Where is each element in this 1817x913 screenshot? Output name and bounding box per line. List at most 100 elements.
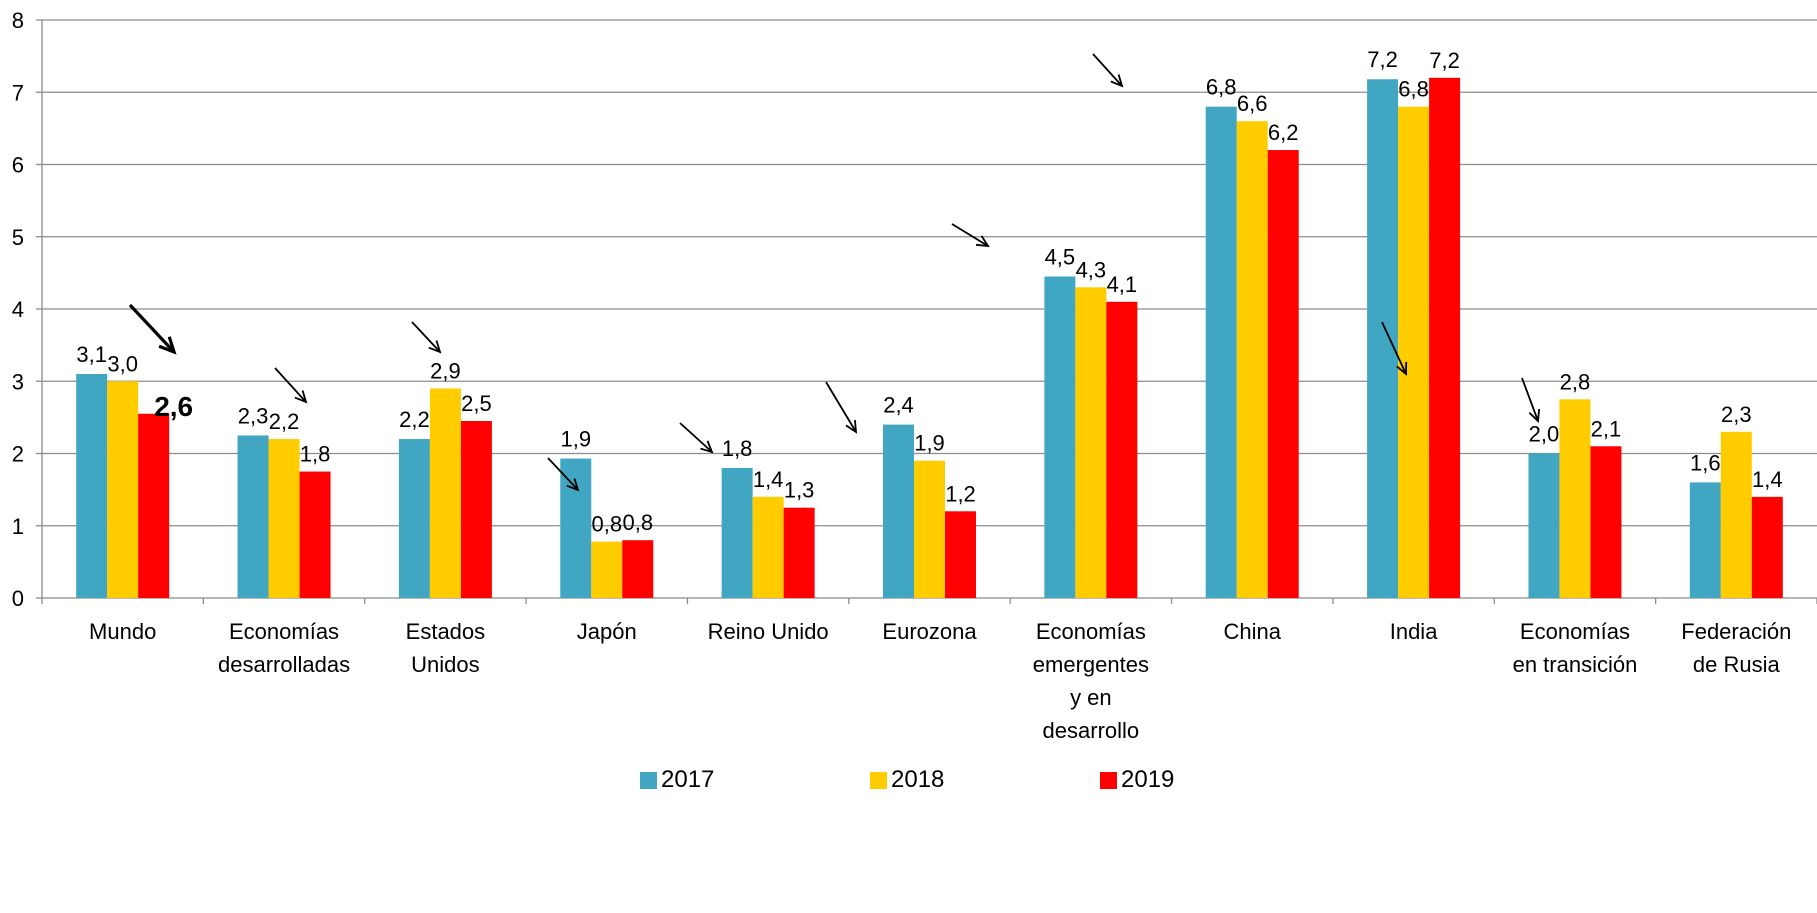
- bar-2017-3: [560, 458, 592, 598]
- bar-2017-6: [1044, 276, 1076, 598]
- trend-arrow-head: [1396, 361, 1408, 376]
- trend-arrow-shaft: [951, 223, 989, 247]
- data-label: 6,8: [1206, 75, 1237, 100]
- legend-label-2017: 2017: [661, 766, 715, 793]
- trend-arrow-icon: [547, 457, 580, 492]
- bar-2019-3: [622, 540, 654, 598]
- data-label: 2,0: [1529, 422, 1560, 447]
- trend-arrow-head: [294, 390, 308, 404]
- x-category-label: Reino Unido: [708, 619, 829, 644]
- x-category-label: Mundo: [89, 619, 156, 644]
- y-tick-label: 1: [12, 514, 24, 539]
- bar-2017-2: [398, 439, 430, 598]
- data-label: 6,8: [1398, 77, 1429, 102]
- trend-arrow-shaft: [274, 367, 307, 403]
- trend-arrow-icon: [128, 303, 177, 355]
- y-tick-label: 2: [12, 442, 24, 467]
- trend-arrow-shaft: [1092, 53, 1123, 87]
- trend-arrow-head: [975, 235, 990, 248]
- bar-2017-4: [721, 467, 753, 598]
- trend-arrow-shaft: [547, 457, 579, 491]
- y-tick-label: 8: [12, 8, 24, 33]
- data-label: 1,9: [914, 431, 945, 456]
- y-tick-label: 7: [12, 80, 24, 105]
- data-label: 1,9: [560, 427, 591, 452]
- bar-2019-10: [1751, 496, 1783, 598]
- x-axis: Mundo Economías desarrolladas Estados Unidos…: [41, 597, 1817, 743]
- trend-arrow-head: [1528, 408, 1541, 423]
- trend-arrow-icon: [825, 381, 858, 434]
- x-category-label: Federación: [1681, 619, 1791, 644]
- bar-2019-9: [1590, 446, 1622, 598]
- x-category-label: Estados: [406, 619, 486, 644]
- trend-arrow-icon: [1521, 377, 1541, 423]
- legend-swatch-2017: [640, 771, 657, 789]
- legend-item-2017: 2017: [640, 762, 714, 798]
- trend-arrow-icon: [1381, 321, 1408, 376]
- trend-arrows: [128, 53, 1541, 492]
- data-label: 1,8: [722, 436, 753, 461]
- data-label: 2,2: [269, 409, 300, 434]
- y-axis: 0 1 2 3 4 5 6 7 8: [12, 8, 43, 611]
- bar-2018-8: [1398, 106, 1430, 598]
- bar-2018-5: [914, 460, 945, 598]
- bar-2018-6: [1075, 287, 1107, 598]
- bar-2017-8: [1367, 79, 1399, 599]
- bar-2019-7: [1267, 150, 1299, 599]
- legend-swatch-2018: [870, 771, 887, 789]
- data-label: 2,1: [1591, 416, 1622, 441]
- trend-arrow-icon: [411, 321, 442, 354]
- x-category-label: de Rusia: [1693, 652, 1781, 677]
- trend-arrow-head: [428, 340, 442, 354]
- data-label: 0,8: [622, 510, 653, 535]
- data-label: 2,3: [238, 403, 269, 428]
- bar-2017-1: [237, 435, 269, 598]
- bar-2018-3: [591, 541, 623, 598]
- bar-2017-7: [1205, 106, 1237, 598]
- trend-arrow-shaft: [1521, 377, 1539, 422]
- trend-arrow-head: [158, 336, 177, 355]
- bar-2019-2: [460, 420, 492, 598]
- data-label: 4,3: [1076, 257, 1107, 282]
- x-category-label: Eurozona: [882, 619, 977, 644]
- bar-2019-5: [945, 511, 976, 598]
- y-tick-label: 4: [12, 297, 24, 322]
- data-label: 7,2: [1367, 47, 1398, 72]
- x-category-label: Economías: [1520, 619, 1630, 644]
- x-category-label: Japón: [577, 619, 637, 644]
- x-category-label: emergentes: [1033, 652, 1149, 677]
- trend-arrow-icon: [1092, 53, 1124, 88]
- data-label: 0,8: [591, 512, 622, 537]
- data-label: 3,0: [107, 351, 138, 376]
- bar-2017-5: [883, 424, 914, 598]
- data-label: 2,6: [154, 391, 193, 422]
- x-category-label: en transición: [1513, 652, 1638, 677]
- x-category-label: y en: [1070, 685, 1112, 710]
- data-label: 2,4: [883, 393, 914, 418]
- trend-arrow-icon: [679, 422, 714, 454]
- bar-2018-10: [1720, 431, 1752, 598]
- bar-2018-7: [1236, 121, 1268, 599]
- x-category-label: Economías: [229, 619, 339, 644]
- gridlines: [42, 19, 1817, 527]
- bar-2018-2: [429, 388, 461, 598]
- trend-arrow-icon: [951, 223, 990, 248]
- value-labels: 3,12,3 2,21,9 1,82,44,56,87,22,01,63,02,22…: [76, 47, 1782, 536]
- x-category-label: India: [1390, 619, 1438, 644]
- data-label: 3,1: [76, 342, 107, 367]
- trend-arrow-shaft: [128, 303, 176, 354]
- data-label: 2,8: [1560, 369, 1591, 394]
- bar-2019-8: [1429, 77, 1461, 599]
- data-label: 6,2: [1268, 120, 1299, 145]
- y-tick-label: 6: [12, 153, 24, 178]
- x-category-label: Unidos: [411, 652, 479, 677]
- data-label: 2,9: [430, 358, 461, 383]
- bar-2018-1: [268, 439, 300, 598]
- data-label: 4,1: [1107, 272, 1138, 297]
- legend: 2017 2018 2019: [0, 762, 1817, 798]
- data-label: 1,8: [300, 442, 331, 467]
- trend-arrow-head: [1110, 74, 1124, 88]
- bar-2019-0: [138, 413, 170, 598]
- bar-2017-9: [1528, 453, 1560, 598]
